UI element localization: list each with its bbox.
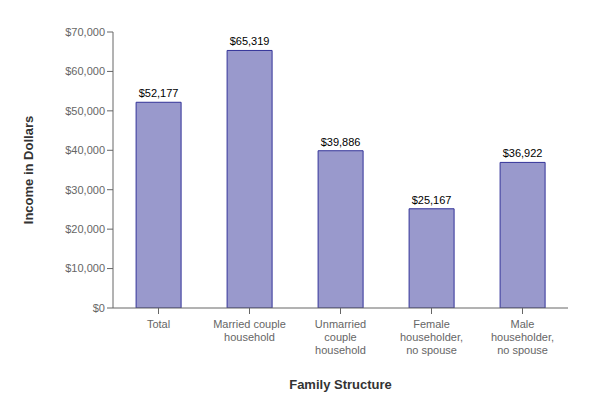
svg-text:Malehouseholder,no spouse: Malehouseholder,no spouse bbox=[491, 318, 554, 356]
svg-text:$52,177: $52,177 bbox=[139, 87, 179, 99]
svg-text:$20,000: $20,000 bbox=[65, 223, 105, 235]
svg-text:$39,886: $39,886 bbox=[321, 136, 361, 148]
svg-text:$0: $0 bbox=[93, 302, 105, 314]
svg-text:$25,167: $25,167 bbox=[412, 194, 452, 206]
svg-text:$36,922: $36,922 bbox=[503, 147, 543, 159]
svg-text:$70,000: $70,000 bbox=[65, 26, 105, 38]
svg-text:$60,000: $60,000 bbox=[65, 65, 105, 77]
svg-text:Family Structure: Family Structure bbox=[289, 377, 392, 392]
svg-text:Femalehouseholder,no spouse: Femalehouseholder,no spouse bbox=[400, 318, 463, 356]
svg-text:$30,000: $30,000 bbox=[65, 184, 105, 196]
svg-text:Income in Dollars: Income in Dollars bbox=[21, 116, 36, 224]
svg-text:$65,319: $65,319 bbox=[230, 35, 270, 47]
svg-text:Unmarriedcouplehousehold: Unmarriedcouplehousehold bbox=[315, 318, 366, 356]
svg-text:Married couplehousehold: Married couplehousehold bbox=[213, 318, 286, 343]
svg-text:Total: Total bbox=[147, 318, 170, 330]
svg-text:$40,000: $40,000 bbox=[65, 144, 105, 156]
svg-text:$50,000: $50,000 bbox=[65, 105, 105, 117]
svg-text:$10,000: $10,000 bbox=[65, 262, 105, 274]
